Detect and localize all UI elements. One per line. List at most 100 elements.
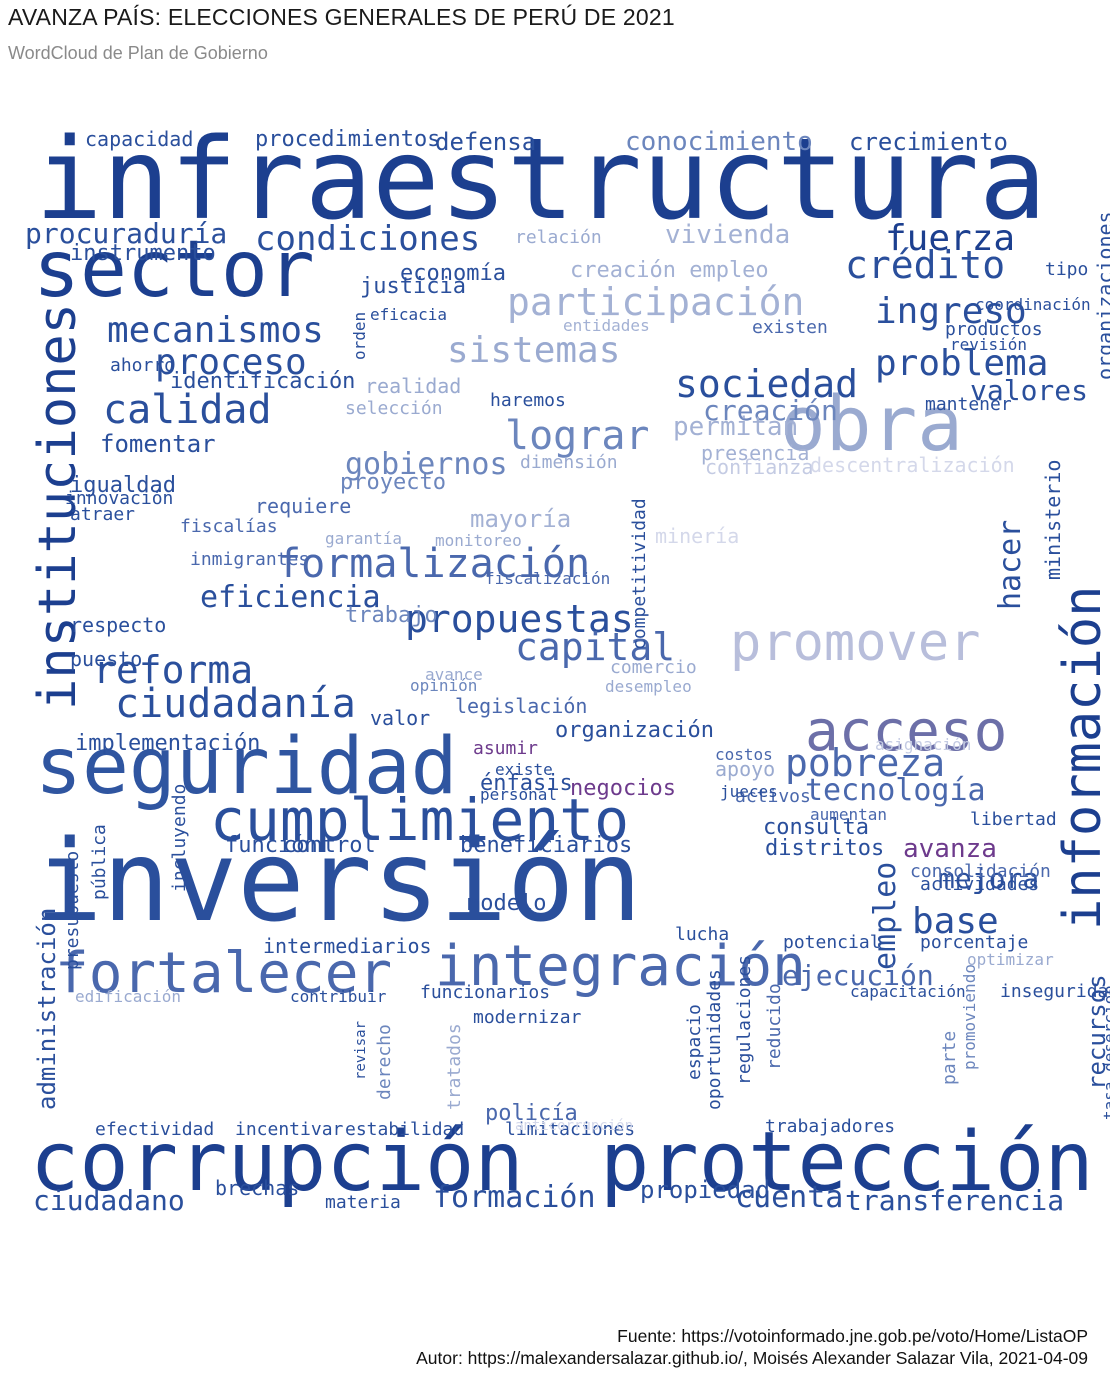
author-credit: Autor: https://malexandersalazar.github.… [416, 1348, 1088, 1368]
word-75: justicia [360, 274, 466, 299]
word-61: recursos [1083, 974, 1110, 1090]
word-88: tipo [1045, 259, 1088, 280]
word-77: minería [655, 524, 739, 548]
word-118: inmigrantes [190, 549, 309, 570]
word-135: opinión [410, 676, 477, 695]
word-46: avanza [903, 834, 997, 864]
word-141: pública [89, 824, 110, 900]
word-129: relación [515, 227, 602, 248]
word-51: crecimiento [849, 128, 1008, 156]
word-20: calidad [103, 387, 272, 433]
word-108: inseguridad [1000, 981, 1110, 1002]
word-10: información [1053, 586, 1110, 930]
word-8: cumplimiento [210, 786, 629, 854]
word-85: presencia [701, 441, 809, 465]
word-33: lograr [505, 413, 650, 459]
word-159: asignación [875, 735, 971, 754]
word-49: vivienda [665, 220, 790, 250]
word-126: selección [345, 398, 443, 419]
word-60: ejecución [782, 959, 934, 992]
word-128: dimensión [520, 452, 618, 473]
word-90: ministerio [1041, 460, 1065, 580]
word-42: empleo [868, 862, 903, 970]
word-72: igualdad [70, 473, 176, 498]
word-36: formación [433, 1180, 596, 1215]
word-132: fiscalización [485, 569, 610, 588]
word-15: formalización [277, 541, 590, 587]
word-102: modelo [467, 891, 546, 916]
word-17: condiciones [255, 219, 480, 259]
word-21: mecanismos [107, 310, 324, 351]
word-58: consulta [763, 815, 869, 840]
word-45: mejora [938, 862, 1039, 895]
word-82: coordinación [975, 295, 1091, 314]
word-139: presupuesto [62, 851, 83, 970]
word-130: garantía [325, 529, 402, 548]
word-93: legislación [455, 694, 587, 718]
word-71: fomentar [100, 430, 216, 458]
word-151: lucha [675, 924, 729, 945]
word-48: creación [703, 394, 838, 427]
word-160: anticorrupción [515, 1118, 633, 1134]
word-81: productos [945, 319, 1043, 340]
word-40: propiedad [640, 1176, 770, 1204]
word-31: ingreso [875, 291, 1027, 332]
word-23: sociedad [675, 362, 858, 406]
page-title: AVANZA PAÍS: ELECCIONES GENERALES DE PER… [8, 4, 675, 30]
word-76: mayoría [470, 505, 571, 533]
word-18: crédito [845, 243, 1005, 287]
word-111: capacitación [850, 982, 966, 1001]
word-84: permitan [673, 412, 798, 442]
word-105: modernizar [473, 1007, 582, 1028]
word-63: brechas [215, 1176, 299, 1200]
word-119: respecto [70, 613, 166, 637]
word-114: requiere [255, 494, 351, 518]
credits: Fuente: https://votoinformado.jne.gob.pe… [416, 1325, 1088, 1369]
word-103: intermediarios [263, 934, 432, 958]
word-156: tasa deserción [1100, 985, 1110, 1120]
word-115: innovación [65, 488, 173, 509]
word-39: transferencia [845, 1184, 1064, 1217]
word-3: seguridad [35, 722, 458, 812]
word-145: regulaciones [734, 955, 755, 1085]
word-122: instrumento [70, 241, 216, 266]
word-83: revisión [950, 335, 1027, 354]
word-86: confianza [705, 455, 813, 479]
word-69: trabajadores [765, 1116, 895, 1137]
word-64: materia [325, 1192, 401, 1213]
word-153: existe [495, 760, 553, 779]
word-73: identificación [170, 369, 355, 394]
word-37: ciudadano [33, 1184, 185, 1217]
word-30: sistemas [447, 330, 620, 371]
word-78: creación empleo [570, 258, 769, 283]
word-67: estabilidad [345, 1119, 464, 1140]
word-22: proceso [155, 342, 307, 383]
word-150: revisar [353, 1021, 369, 1080]
word-124: eficacia [370, 305, 447, 324]
word-146: reducido [764, 983, 785, 1070]
word-109: optimizar [967, 950, 1054, 969]
word-89: mantener [925, 394, 1012, 415]
word-110: potencial [783, 932, 881, 953]
word-2: sector [33, 225, 315, 315]
word-47: valores [970, 374, 1088, 407]
word-106: porcentaje [920, 932, 1028, 953]
word-68: limitaciones [505, 1119, 635, 1140]
word-cloud: infraestructurainversiónsectorseguridadc… [25, 115, 1110, 1217]
word-27: capital [515, 625, 675, 669]
word-13: instituciones [28, 303, 88, 710]
word-136: avance [425, 665, 483, 684]
word-158: costos [715, 745, 773, 764]
word-98: personal [480, 785, 557, 804]
word-4: corrupción [30, 1115, 524, 1210]
word-19: fuerza [885, 218, 1015, 259]
word-54: capacidad [85, 127, 193, 151]
word-80: existen [752, 317, 828, 338]
word-28: pobreza [785, 741, 945, 785]
word-70: implementación [75, 731, 260, 756]
word-140: incluyendo [169, 784, 190, 892]
word-43: base [912, 901, 999, 942]
word-55: función [225, 833, 318, 858]
word-134: desempleo [605, 677, 692, 696]
word-155: consolidación [910, 861, 1051, 882]
